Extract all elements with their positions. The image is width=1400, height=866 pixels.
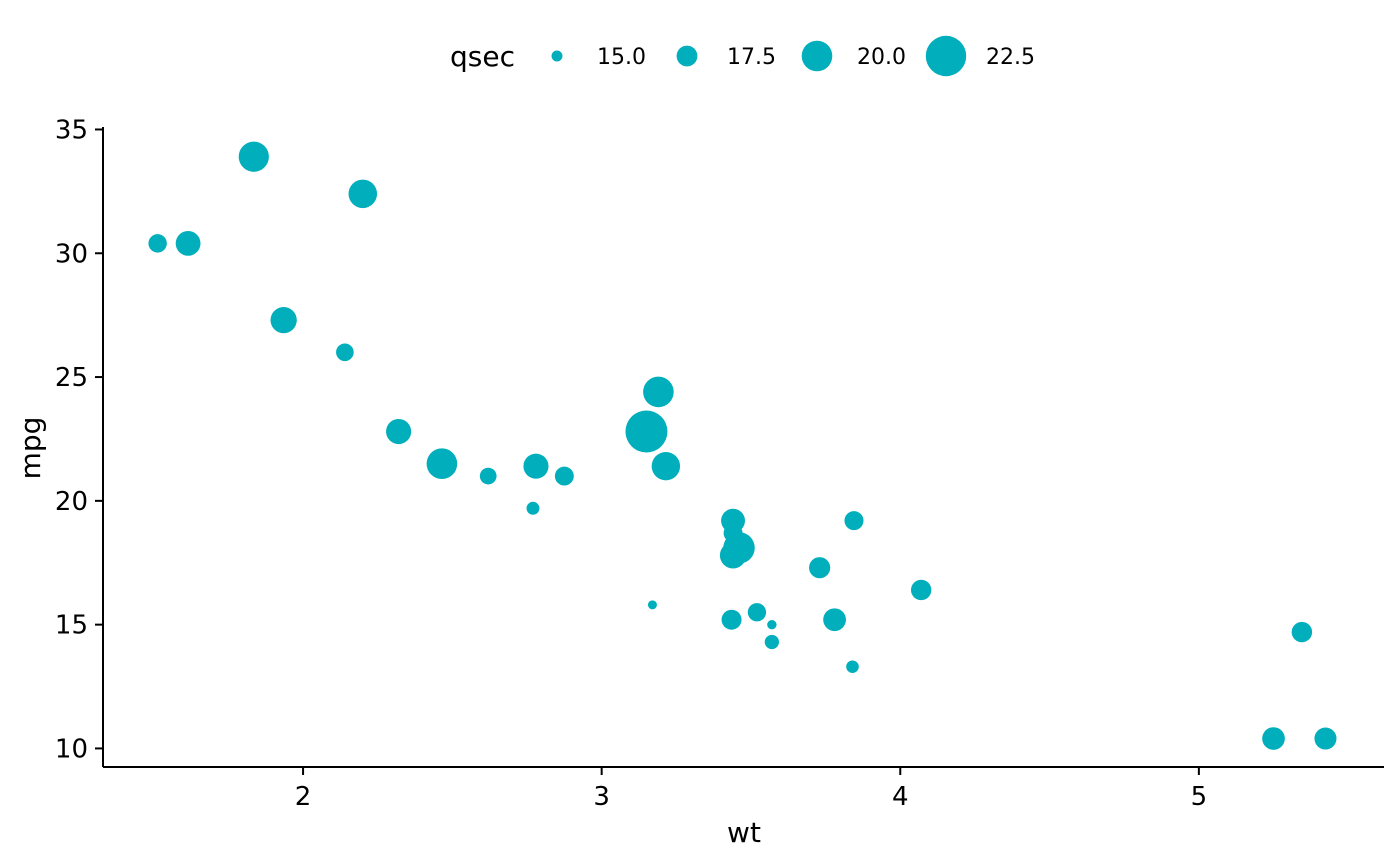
- data-point: [651, 451, 681, 481]
- data-point: [721, 508, 746, 533]
- data-point: [823, 608, 846, 632]
- data-point: [348, 179, 378, 209]
- legend-label: 20.0: [857, 45, 906, 70]
- points-layer: [148, 141, 1337, 750]
- data-point: [809, 557, 831, 579]
- y-tick-label: 35: [55, 115, 88, 145]
- data-point: [175, 230, 201, 256]
- data-point: [554, 466, 574, 486]
- data-point: [1314, 727, 1337, 750]
- legend-title: qsec: [450, 40, 515, 73]
- data-point: [426, 448, 458, 480]
- legend-label: 22.5: [986, 45, 1035, 70]
- y-tick-label: 25: [55, 363, 88, 393]
- data-point: [1262, 727, 1285, 750]
- x-tick-label: 2: [295, 782, 312, 812]
- legend-key: [676, 45, 698, 67]
- x-axis-title: wt: [727, 816, 761, 849]
- legend-label: 17.5: [727, 45, 776, 70]
- data-point: [526, 501, 540, 515]
- data-point: [643, 376, 674, 408]
- y-tick-label: 20: [55, 487, 88, 517]
- data-point: [479, 467, 497, 485]
- y-tick-label: 15: [55, 611, 88, 641]
- y-tick-label: 10: [55, 734, 88, 764]
- legend-key: [801, 40, 833, 72]
- x-tick-label: 5: [1191, 782, 1208, 812]
- x-tick-label: 4: [892, 782, 909, 812]
- legend-label: 15.0: [597, 45, 646, 70]
- data-point: [767, 619, 777, 630]
- data-point: [844, 511, 864, 531]
- y-tick-label: 30: [55, 239, 88, 269]
- data-point: [386, 418, 412, 445]
- legend-key: [925, 35, 967, 77]
- data-point: [625, 410, 668, 453]
- legend: qsec 15.0 17.5 20.0 22.5: [450, 35, 1035, 77]
- data-point: [721, 609, 742, 630]
- y-axis-title: mpg: [14, 417, 47, 480]
- legend-key: [551, 50, 563, 62]
- data-point: [238, 141, 269, 172]
- data-point: [719, 542, 747, 569]
- data-point: [910, 579, 932, 601]
- data-point: [523, 453, 549, 479]
- data-point: [747, 603, 767, 622]
- data-point: [1291, 621, 1313, 643]
- data-point: [647, 600, 657, 610]
- data-point: [148, 234, 167, 253]
- axes: 2 3 4 5 10 15 20 25 30 35: [55, 115, 1384, 812]
- data-point: [764, 634, 779, 650]
- data-point: [270, 306, 297, 334]
- data-point: [846, 660, 859, 674]
- data-point: [336, 343, 354, 362]
- x-tick-label: 3: [593, 782, 610, 812]
